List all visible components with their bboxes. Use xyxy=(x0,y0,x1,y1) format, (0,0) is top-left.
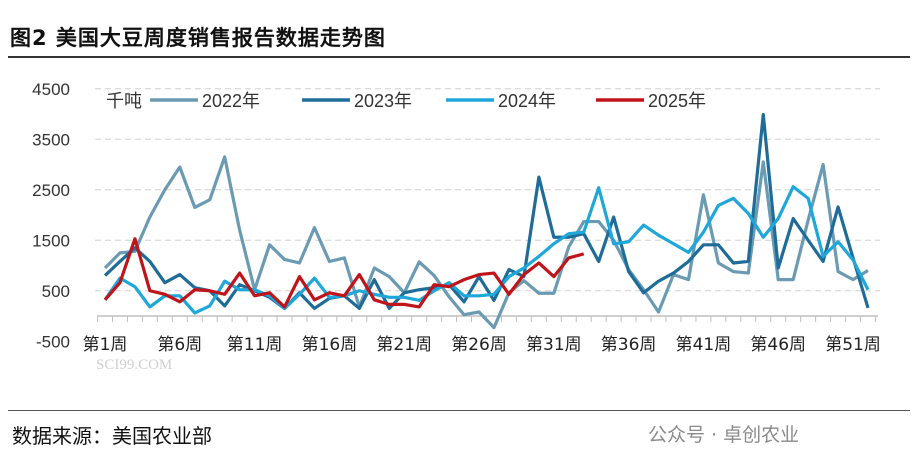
x-tick-label: 第11周 xyxy=(227,335,283,355)
unit-label: 千吨 xyxy=(106,91,142,111)
y-tick-label: 1500 xyxy=(32,231,70,250)
y-tick-label: 3500 xyxy=(32,130,70,149)
x-tick-label: 第41周 xyxy=(676,335,732,355)
series-line-2025 xyxy=(103,237,585,309)
legend-label: 2025年 xyxy=(648,91,706,111)
figure-title: 图2 美国大豆周度销售报告数据走势图 xyxy=(10,26,386,50)
x-tick-label: 第16周 xyxy=(302,335,358,355)
legend-label: 2022年 xyxy=(202,91,260,111)
x-tick-label: 第31周 xyxy=(526,335,582,355)
x-tick-label: 第46周 xyxy=(750,335,806,355)
footer-divider xyxy=(8,410,910,411)
x-tick-label: 第6周 xyxy=(157,335,202,355)
x-tick-label: 第26周 xyxy=(451,335,507,355)
y-tick-label: -500 xyxy=(36,332,70,351)
legend-label: 2024年 xyxy=(498,91,556,111)
data-source: 数据来源：美国农业部 xyxy=(12,424,212,448)
legend-label: 2023年 xyxy=(354,91,412,111)
series-line-2023 xyxy=(103,112,870,311)
x-tick-label: 第1周 xyxy=(83,335,128,355)
y-tick-label: 4500 xyxy=(32,80,70,99)
y-tick-label: 2500 xyxy=(32,181,70,200)
logo-watermark: SCI99.COM xyxy=(96,357,172,373)
y-tick-label: 500 xyxy=(42,282,70,301)
title-divider xyxy=(8,56,910,58)
x-tick-label: 第21周 xyxy=(376,335,432,355)
x-tick-label: 第51周 xyxy=(825,335,881,355)
series-line-2022 xyxy=(103,155,869,330)
watermark: 公众号 · 卓创农业 xyxy=(648,424,800,446)
x-tick-label: 第36周 xyxy=(601,335,657,355)
